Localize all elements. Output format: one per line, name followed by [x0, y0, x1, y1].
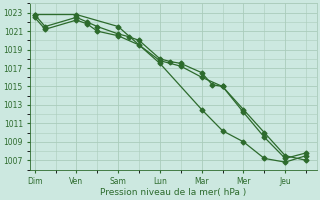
- X-axis label: Pression niveau de la mer( hPa ): Pression niveau de la mer( hPa ): [100, 188, 247, 197]
